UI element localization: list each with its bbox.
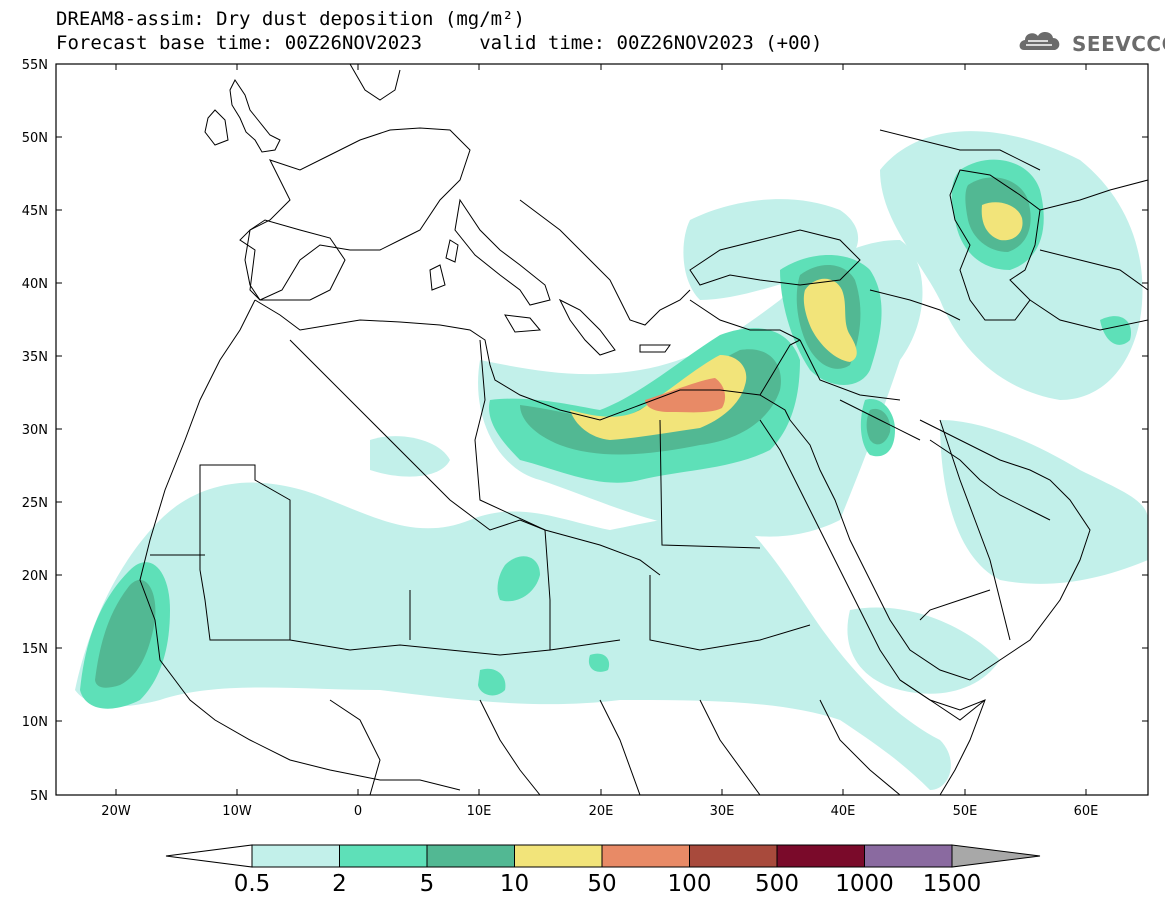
lon-label: 10W bbox=[222, 804, 252, 819]
cloud-logo-icon bbox=[1019, 32, 1060, 50]
logo-text: SEEVCCC bbox=[1072, 32, 1165, 56]
axis-ticks bbox=[56, 63, 1148, 796]
lat-label: 50N bbox=[22, 131, 48, 146]
lat-label: 55N bbox=[22, 58, 48, 73]
lat-label: 30N bbox=[22, 423, 48, 438]
lon-label: 60E bbox=[1074, 804, 1099, 819]
lon-label: 50E bbox=[953, 804, 978, 819]
lat-label: 15N bbox=[22, 642, 48, 657]
latitude-labels: 55N 50N 45N 40N 35N 30N 25N 20N 15N 10N … bbox=[22, 58, 48, 804]
lon-label: 40E bbox=[831, 804, 856, 819]
map-title: DREAM8-assim: Dry dust deposition (mg/m²… bbox=[56, 8, 525, 30]
lat-label: 35N bbox=[22, 350, 48, 365]
lat-label: 25N bbox=[22, 496, 48, 511]
lat-label: 40N bbox=[22, 277, 48, 292]
lat-label: 20N bbox=[22, 569, 48, 584]
forecast-time-line: Forecast base time: 00Z26NOV2023 valid t… bbox=[56, 32, 823, 54]
lon-label: 10E bbox=[467, 804, 492, 819]
longitude-labels: 20W 10W 0 10E 20E 30E 40E 50E 60E bbox=[101, 804, 1098, 819]
lat-label: 5N bbox=[30, 789, 48, 804]
lon-label: 20E bbox=[589, 804, 614, 819]
lat-label: 10N bbox=[22, 715, 48, 730]
dust-field bbox=[75, 131, 1148, 790]
lon-label: 30E bbox=[710, 804, 735, 819]
lat-label: 45N bbox=[22, 204, 48, 219]
lon-label: 0 bbox=[354, 804, 362, 819]
lon-label: 20W bbox=[101, 804, 131, 819]
coastlines bbox=[139, 64, 1148, 795]
